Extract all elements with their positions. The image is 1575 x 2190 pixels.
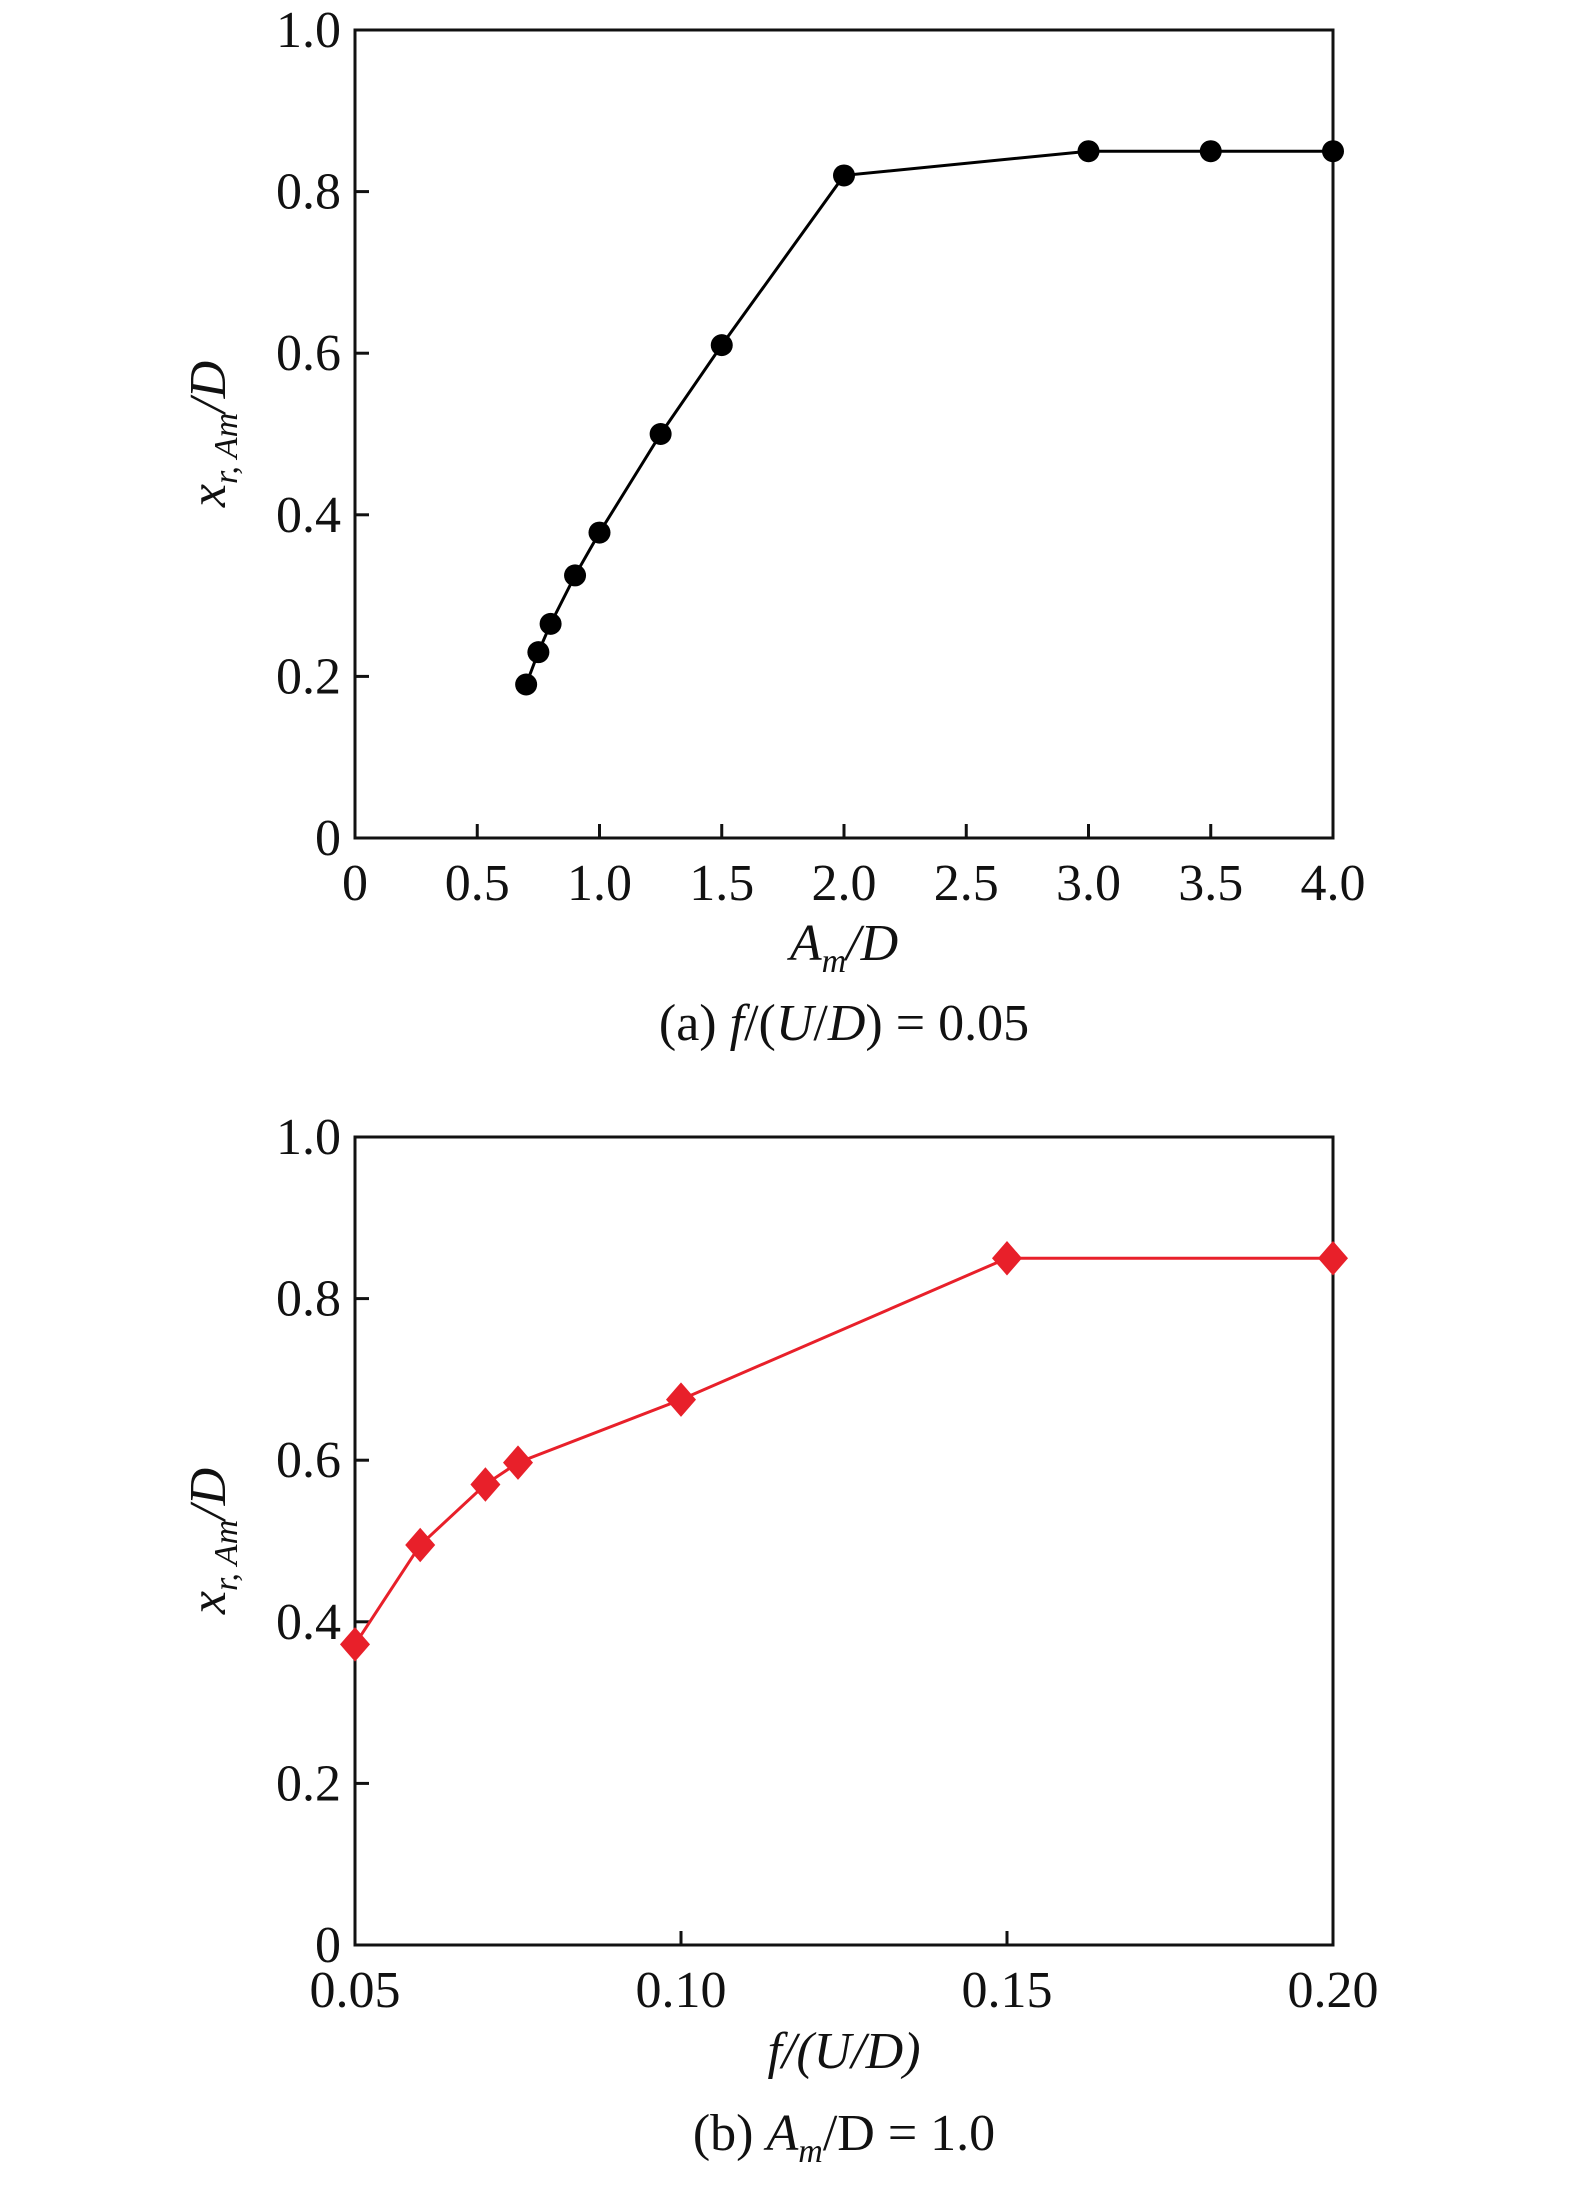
- y-tick-label: 0.2: [276, 648, 341, 705]
- caption-rest: /D = 1.0: [823, 2105, 995, 2162]
- y-tick-label: 0: [315, 810, 341, 867]
- y-tick-label: 0.4: [276, 1594, 341, 1651]
- chart-caption: (b) Am/D = 1.0: [693, 2105, 995, 2170]
- caption-italic3: D: [827, 995, 866, 1052]
- y-axis-label-base: x: [180, 484, 237, 508]
- chart-panel-a: 0 0.2 0.4 0.6 0.8 1.0 0 0.5 1.0 1.5 2.0 2.5 3.0 3.5 4.…: [180, 2, 1366, 1052]
- data-point: [470, 1467, 501, 1502]
- x-axis-label: Am/D: [787, 915, 898, 980]
- y-axis-label-rest: /D: [180, 361, 237, 416]
- data-point: [515, 673, 538, 696]
- x-axis-label-base: A: [787, 915, 822, 972]
- y-tick-label: 0: [315, 1917, 341, 1974]
- y-axis-label-sub: r, Am: [208, 1520, 245, 1591]
- data-point: [564, 564, 587, 587]
- x-tick-label: 0.5: [445, 855, 510, 912]
- plot-frame: [353, 1135, 1335, 1947]
- x-tick-label: 2.0: [812, 855, 877, 912]
- data-point: [833, 164, 855, 187]
- x-tick-label: 4.0: [1301, 855, 1366, 912]
- y-axis-label: xr, Am/D: [180, 1468, 245, 1615]
- data-point: [666, 1382, 696, 1417]
- series-line: [524, 149, 1333, 686]
- data-point: [1199, 140, 1222, 163]
- y-tick-label: 0.8: [276, 164, 341, 221]
- data-point: [405, 1527, 436, 1563]
- data-point: [340, 1627, 370, 1662]
- y-axis-label-rest: /D: [180, 1468, 237, 1523]
- caption-italic2: U: [776, 995, 817, 1052]
- y-tick-label: 1.0: [276, 2, 341, 59]
- x-axis-label-sub: m: [822, 943, 847, 980]
- y-axis-label: xr, Am/D: [180, 361, 245, 508]
- y-tick-label: 0.8: [276, 1271, 341, 1328]
- y-axis-label-sub: r, Am: [208, 413, 245, 484]
- y-tick-label: 0.6: [276, 1432, 341, 1489]
- data-point: [1318, 1240, 1348, 1276]
- x-tick-label: 2.5: [934, 855, 999, 912]
- data-point: [1322, 140, 1344, 163]
- data-point: [710, 334, 733, 357]
- x-tick-label: 0.05: [310, 1962, 401, 2019]
- data-point: [649, 423, 672, 445]
- x-tick-label: 0.20: [1288, 1962, 1379, 2019]
- chart-panel-b: 0 0.2 0.4 0.6 0.8 1.0 0.05 0.10 0.15 0.20 f/(U/D) x…: [180, 1109, 1379, 2170]
- caption-prefix: (b): [693, 2105, 767, 2162]
- data-point: [503, 1445, 533, 1480]
- x-tick-label: 3.0: [1056, 855, 1121, 912]
- y-tick-label: 0.2: [276, 1755, 341, 1812]
- x-tick-label: 0.10: [636, 1962, 727, 2019]
- caption-sub: m: [798, 2133, 823, 2170]
- caption-sep: /: [813, 995, 828, 1052]
- x-tick-label: 0: [342, 855, 368, 912]
- y-axis-label-base: x: [180, 1591, 237, 1615]
- data-point: [539, 612, 562, 635]
- data-point: [992, 1240, 1022, 1276]
- caption-prefix: (a): [659, 995, 730, 1052]
- data-point: [1077, 140, 1100, 163]
- chart-caption: (a) f/(U/D) = 0.05: [659, 995, 1029, 1052]
- data-point: [527, 641, 550, 664]
- x-tick-label: 3.5: [1178, 855, 1243, 912]
- x-axis-label: f/(U/D): [767, 2023, 920, 2080]
- caption-suffix: ) = 0.05: [865, 995, 1029, 1052]
- x-axis-label-rest: /D: [843, 915, 898, 972]
- y-tick-label: 1.0: [276, 1109, 341, 1166]
- x-axis-label-rest: /(U/D): [779, 2023, 921, 2080]
- x-tick-label: 1.0: [567, 855, 632, 912]
- y-tick-label: 0.6: [276, 325, 341, 382]
- data-point: [588, 521, 611, 544]
- series-line: [353, 1256, 1333, 1646]
- caption-mid: /(: [744, 995, 776, 1052]
- caption-italic: A: [763, 2105, 798, 2162]
- y-tick-label: 0.4: [276, 487, 341, 544]
- x-tick-label: 0.15: [962, 1962, 1053, 2019]
- x-tick-label: 1.5: [689, 855, 754, 912]
